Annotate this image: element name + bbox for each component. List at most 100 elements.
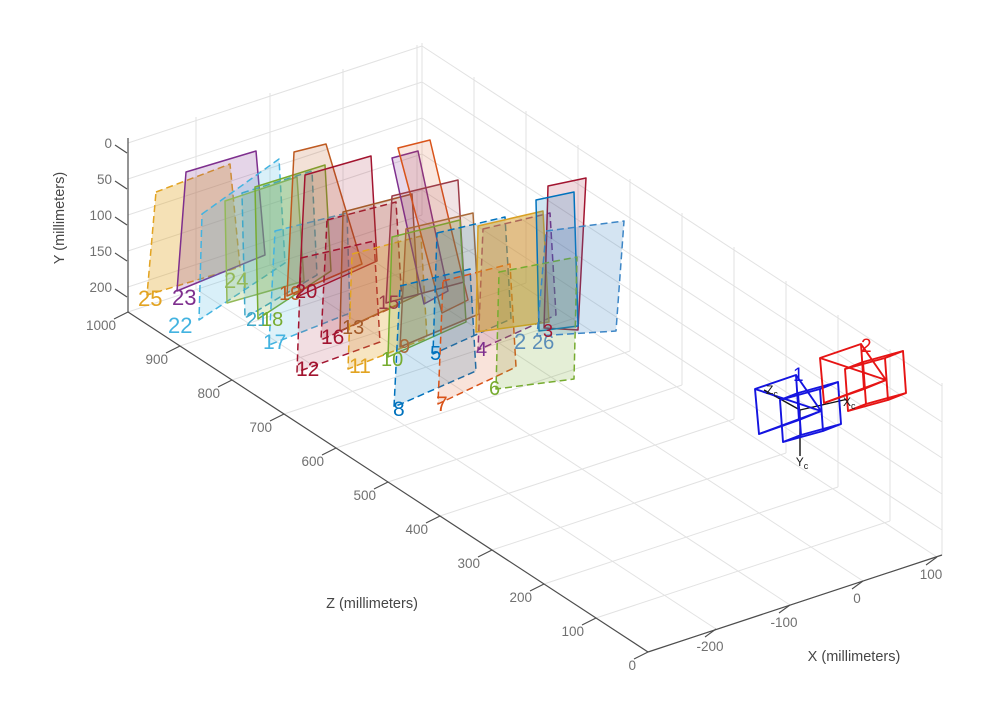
- tick-mark: [114, 252, 128, 262]
- pattern-label-18: 18: [261, 309, 283, 331]
- grid-line: [127, 117, 423, 216]
- pattern-label-11: 11: [349, 355, 371, 378]
- tick-label: 150: [89, 244, 112, 259]
- pattern-label-16: 16: [321, 326, 344, 349]
- tick-mark: [114, 180, 128, 190]
- pattern-label-7: 7: [436, 393, 448, 416]
- tick-label: 200: [89, 280, 112, 295]
- pattern-label-8: 8: [393, 398, 405, 421]
- camera-1-body-edge: [822, 423, 842, 432]
- tick-label: 700: [249, 420, 272, 435]
- grid-line: [491, 452, 787, 551]
- tick-label: 100: [561, 624, 584, 639]
- grid-line: [543, 486, 839, 585]
- tick-mark: [321, 447, 337, 456]
- tick-mark: [114, 288, 128, 298]
- camera-2-body-edge: [844, 361, 864, 370]
- tick-mark: [373, 481, 389, 490]
- pattern-25: [146, 163, 241, 296]
- camera-1-label: 1: [793, 365, 804, 386]
- tick-mark: [925, 556, 938, 566]
- tick-label: 100: [920, 567, 943, 582]
- grid-line: [421, 45, 943, 387]
- grid-line: [195, 288, 717, 630]
- axis-title: Z (millimeters): [326, 596, 418, 612]
- camera-axis-label-Zc: Zc: [766, 383, 778, 399]
- tick-label: 0: [853, 591, 861, 606]
- grid-line: [421, 153, 943, 495]
- grid-line: [283, 316, 579, 415]
- tick-label: 200: [509, 590, 532, 605]
- pattern-10: [387, 219, 467, 358]
- pattern-label-21: 21: [246, 309, 268, 331]
- pattern-label-4: 4: [476, 339, 487, 361]
- grid-line: [127, 153, 423, 252]
- grid-line: [387, 384, 683, 483]
- axis-title: X (millimeters): [808, 649, 901, 665]
- tick-mark: [704, 628, 717, 638]
- tick-label: -200: [696, 639, 723, 654]
- pattern-22: [198, 158, 286, 321]
- tick-label: 0: [104, 136, 112, 151]
- tick-label: 100: [89, 208, 112, 223]
- pattern-label-12: 12: [296, 358, 319, 381]
- pattern-6: [495, 256, 578, 390]
- camera-2-label: 2: [861, 336, 872, 357]
- pattern-label-6: 6: [489, 378, 500, 400]
- pattern-14: [391, 150, 449, 305]
- tick-mark: [217, 379, 233, 388]
- pattern-12: [296, 240, 381, 373]
- pattern-label-22: 22: [168, 313, 192, 338]
- camera-2-body-edge: [847, 403, 867, 412]
- tick-mark: [114, 144, 128, 154]
- grid-line: [127, 45, 423, 144]
- tick-label: 600: [301, 454, 324, 469]
- tick-mark: [778, 604, 791, 614]
- pattern-19: [286, 143, 363, 297]
- camera-2-frustum-edge: [823, 379, 887, 404]
- camera-axis-label-Yc: Yc: [796, 455, 809, 471]
- pattern-21: [241, 170, 318, 319]
- tick-label: 0: [628, 658, 636, 673]
- axis-title: Y (millimeters): [52, 172, 68, 264]
- tick-mark: [633, 651, 649, 660]
- camera-2-body-edge: [884, 350, 904, 359]
- camera-1-body-edge: [782, 434, 802, 443]
- camera-1-frustum-edge: [758, 410, 822, 435]
- tick-mark: [269, 413, 285, 422]
- pattern-label-23: 23: [172, 285, 196, 310]
- grid-line: [335, 350, 631, 449]
- grid-line: [421, 117, 943, 459]
- tick-label: 300: [457, 556, 480, 571]
- pattern-label-24: 24: [224, 268, 248, 293]
- grid-line: [127, 81, 423, 180]
- pattern-label-2: 2: [514, 329, 526, 354]
- tick-mark: [425, 515, 441, 524]
- tick-mark: [851, 580, 864, 590]
- tick-mark: [114, 216, 128, 226]
- grid-line: [439, 418, 735, 517]
- tick-mark: [529, 583, 545, 592]
- pattern-label-15: 15: [378, 293, 399, 314]
- tick-label: 400: [405, 522, 428, 537]
- pattern-label-9: 9: [399, 336, 410, 358]
- pattern-2: [536, 220, 625, 337]
- pattern-label-3: 3: [543, 321, 553, 341]
- pattern-label-13: 13: [342, 317, 364, 339]
- pattern-label-20: 20: [295, 281, 317, 303]
- camera-axis-label-Xc: Xc: [843, 395, 856, 411]
- grid-line: [595, 520, 891, 619]
- tick-mark: [113, 311, 129, 320]
- pattern-label-17: 17: [263, 331, 286, 354]
- pattern-label-19: 19: [279, 283, 301, 305]
- pattern-24: [224, 176, 305, 304]
- tick-mark: [165, 345, 181, 354]
- pattern-label-25: 25: [138, 286, 162, 311]
- tick-label: 800: [197, 386, 220, 401]
- pattern-label-26: 26: [532, 332, 554, 354]
- grid-line: [127, 214, 423, 313]
- camera-1-body-edge: [779, 392, 799, 401]
- tick-mark: [581, 617, 597, 626]
